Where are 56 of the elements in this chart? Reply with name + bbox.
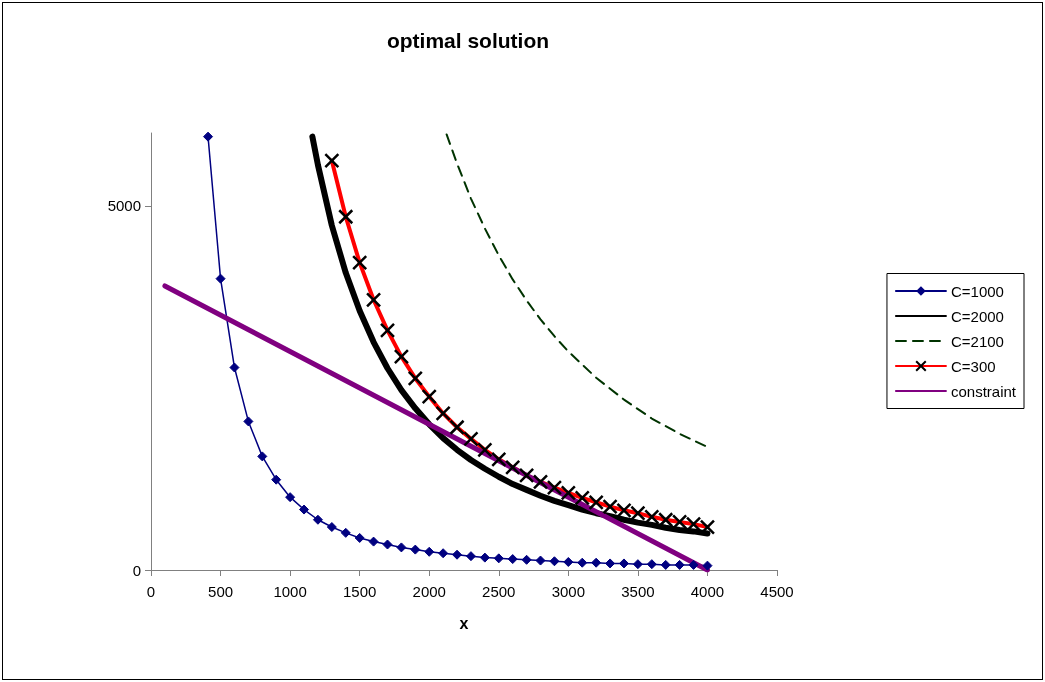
point: [535, 555, 546, 566]
point: [368, 536, 379, 547]
point: [563, 556, 574, 567]
point: [257, 451, 268, 462]
point: [203, 131, 214, 142]
point: [354, 532, 365, 543]
point: [424, 546, 435, 557]
point: [229, 362, 240, 373]
point: [326, 522, 337, 533]
point: [410, 544, 421, 555]
point: [479, 552, 490, 563]
point: [605, 558, 616, 569]
legend-label: C=2000: [950, 307, 1004, 325]
point: [382, 539, 393, 550]
point: [521, 554, 532, 565]
point: [646, 559, 657, 570]
point: [271, 474, 282, 485]
point: [660, 559, 671, 570]
x-tick-label: 4000: [690, 583, 725, 600]
x-tick-label: 2500: [482, 583, 516, 600]
legend-label: constraint: [950, 382, 1017, 400]
point: [493, 553, 504, 564]
point: [285, 492, 296, 503]
point: [688, 559, 699, 570]
x-tick-label: 4500: [760, 583, 794, 600]
x-tick-label: 1500: [342, 583, 377, 600]
x-tick-label: 1000: [273, 583, 307, 600]
x-tick-label: 3000: [551, 583, 586, 600]
point: [465, 551, 476, 562]
x-axis-title: x: [459, 614, 469, 632]
x-tick-label: 0: [146, 583, 156, 600]
point: [299, 504, 310, 515]
x-tick-label: 3500: [621, 583, 655, 600]
point: [549, 556, 560, 567]
y-tick-label: 5000: [107, 197, 141, 215]
point: [215, 273, 226, 284]
point: [452, 549, 463, 560]
point: [507, 554, 518, 565]
x-tick-label: 2000: [412, 583, 446, 600]
point: [243, 416, 254, 427]
x-tick-label: 500: [208, 583, 234, 600]
point: [702, 560, 713, 571]
point: [577, 557, 588, 568]
legend-label: C=2100: [950, 332, 1004, 350]
chart-title: optimal solution: [386, 29, 550, 52]
legend-label: C=1000: [950, 282, 1004, 300]
legend-label: C=300: [950, 357, 996, 375]
point: [312, 514, 323, 525]
point: [438, 548, 449, 559]
point: [674, 559, 685, 570]
point: [340, 527, 351, 538]
line-series: [445, 133, 709, 448]
point: [618, 558, 629, 569]
point: [396, 542, 407, 553]
point: [591, 557, 602, 568]
point: [632, 559, 643, 570]
